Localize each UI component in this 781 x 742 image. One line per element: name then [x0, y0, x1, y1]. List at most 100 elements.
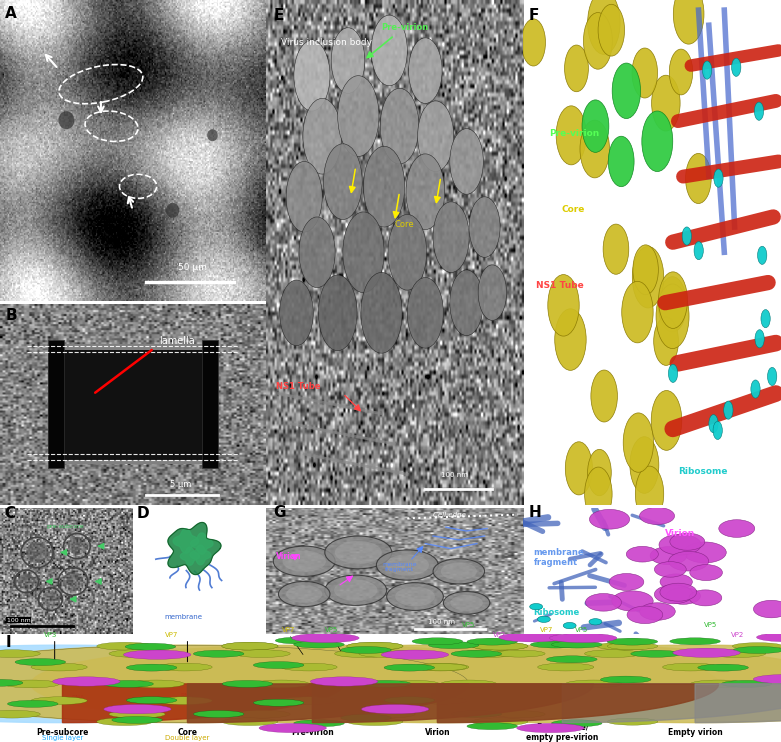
Circle shape — [517, 723, 584, 732]
Circle shape — [551, 720, 602, 726]
Circle shape — [658, 272, 687, 329]
Circle shape — [0, 710, 41, 718]
Polygon shape — [168, 522, 221, 574]
Circle shape — [128, 680, 184, 688]
Circle shape — [275, 637, 326, 644]
Circle shape — [444, 591, 490, 614]
Polygon shape — [695, 684, 781, 723]
Text: I: I — [5, 635, 11, 650]
Circle shape — [412, 638, 462, 645]
Circle shape — [112, 717, 162, 723]
Circle shape — [555, 309, 587, 370]
Circle shape — [694, 242, 704, 260]
Circle shape — [654, 562, 686, 577]
Text: G: G — [273, 505, 286, 520]
Circle shape — [757, 633, 781, 642]
Circle shape — [125, 643, 176, 650]
Polygon shape — [190, 545, 211, 565]
Circle shape — [294, 40, 330, 111]
Circle shape — [565, 680, 622, 688]
Circle shape — [670, 638, 720, 645]
Circle shape — [347, 718, 403, 726]
Text: VP3: VP3 — [44, 631, 58, 637]
Bar — [201, 341, 218, 468]
Circle shape — [376, 550, 438, 580]
Circle shape — [381, 650, 449, 660]
Circle shape — [104, 704, 171, 714]
Circle shape — [207, 129, 218, 141]
Circle shape — [761, 309, 770, 328]
Circle shape — [530, 641, 581, 648]
Circle shape — [408, 38, 442, 103]
Circle shape — [659, 534, 701, 555]
Circle shape — [52, 677, 120, 686]
Circle shape — [469, 197, 500, 257]
Circle shape — [597, 643, 653, 650]
Circle shape — [751, 380, 760, 398]
Text: Core: Core — [562, 205, 585, 214]
Circle shape — [450, 270, 483, 335]
Circle shape — [386, 554, 429, 576]
Text: Pre-virion: Pre-virion — [381, 23, 429, 32]
Circle shape — [603, 224, 629, 275]
Circle shape — [499, 633, 566, 642]
Circle shape — [547, 656, 597, 663]
Circle shape — [654, 585, 693, 604]
Circle shape — [666, 588, 701, 604]
Circle shape — [412, 663, 469, 671]
Circle shape — [754, 674, 781, 683]
Circle shape — [472, 643, 528, 650]
Text: RNA: RNA — [72, 695, 84, 700]
Circle shape — [0, 680, 23, 686]
Circle shape — [714, 169, 723, 187]
Circle shape — [325, 575, 387, 605]
Circle shape — [626, 546, 658, 562]
Circle shape — [607, 643, 658, 650]
Circle shape — [222, 643, 278, 650]
Circle shape — [660, 583, 697, 601]
Polygon shape — [31, 646, 594, 723]
Text: Empty core/
empty pre-virion: Empty core/ empty pre-virion — [526, 723, 598, 742]
Circle shape — [673, 0, 704, 44]
Circle shape — [660, 574, 692, 590]
Text: Pre-virion: Pre-virion — [549, 129, 599, 138]
Text: VP7: VP7 — [540, 627, 554, 633]
Circle shape — [631, 650, 681, 657]
Circle shape — [222, 680, 273, 687]
Circle shape — [334, 580, 377, 601]
Text: Single layer: Single layer — [42, 735, 83, 741]
Circle shape — [656, 284, 689, 349]
Circle shape — [682, 227, 691, 245]
Circle shape — [450, 128, 483, 194]
Circle shape — [623, 413, 654, 473]
Circle shape — [690, 565, 722, 580]
Circle shape — [433, 202, 469, 272]
Text: Virion: Virion — [276, 552, 301, 561]
Circle shape — [451, 650, 501, 657]
Circle shape — [253, 680, 309, 688]
Circle shape — [31, 697, 87, 705]
Circle shape — [291, 634, 359, 643]
Circle shape — [418, 101, 454, 171]
Text: 100 nm: 100 nm — [440, 472, 468, 478]
Circle shape — [589, 619, 602, 625]
Circle shape — [194, 711, 244, 718]
Circle shape — [632, 48, 658, 98]
Circle shape — [234, 650, 291, 657]
Circle shape — [380, 88, 419, 164]
Circle shape — [97, 643, 153, 650]
Text: lamella: lamella — [159, 336, 195, 347]
Circle shape — [388, 214, 426, 290]
Circle shape — [733, 643, 781, 650]
Polygon shape — [0, 646, 469, 723]
Circle shape — [15, 659, 66, 666]
Circle shape — [259, 723, 326, 732]
Circle shape — [672, 648, 740, 657]
Text: 5 μm: 5 μm — [170, 479, 191, 488]
Circle shape — [551, 641, 602, 648]
Circle shape — [585, 467, 612, 521]
Circle shape — [683, 542, 726, 563]
Text: VP7: VP7 — [165, 631, 179, 637]
Circle shape — [234, 710, 291, 718]
Text: Pre-virion: Pre-virion — [291, 728, 333, 737]
